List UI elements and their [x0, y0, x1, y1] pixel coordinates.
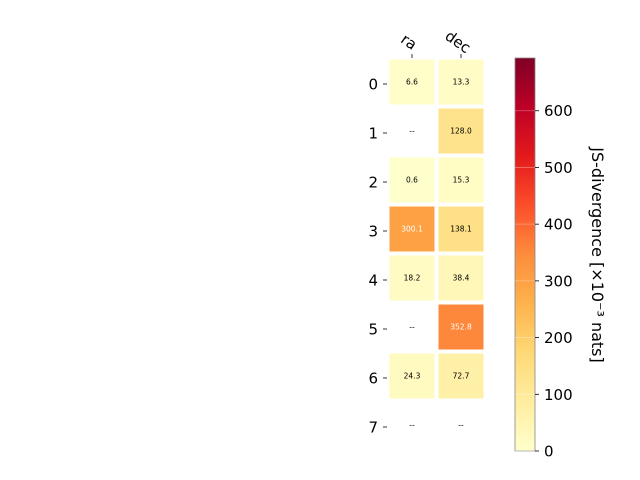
colorbar-tick-label: 500	[544, 159, 573, 177]
heatmap-cell	[389, 59, 435, 105]
column-axis: ra dec	[397, 27, 474, 58]
row-label: 3	[368, 223, 378, 241]
heatmap-cell	[438, 108, 484, 154]
colorbar-tick-label: 200	[544, 329, 573, 347]
cell-value-label: 352.8	[450, 323, 472, 332]
colorbar-tick-label: 100	[544, 386, 573, 404]
cell-value-label: 300.1	[401, 225, 423, 234]
cell-value-label: 138.1	[450, 225, 472, 234]
colorbar-tick-label: 0	[544, 443, 554, 461]
cell-value-label: --	[409, 421, 415, 430]
cell-value-label: 24.3	[404, 372, 421, 381]
heatmap-cell	[389, 157, 435, 203]
heatmap-cells: 6.6 13.3 -- 128.0 0.6 15.3 300.1 138.1 18.2 38.4 -…	[389, 59, 484, 430]
heatmap-cell	[438, 59, 484, 105]
colorbar-tick-label: 300	[544, 272, 573, 290]
cell-value-label: 72.7	[453, 372, 470, 381]
colorbar: 0 100 200 300 400 500 600 JS-divergence [×10⁻³…	[514, 57, 607, 461]
heatmap-cell	[438, 255, 484, 301]
colorbar-tick-label: 600	[544, 102, 573, 120]
column-label: dec	[442, 27, 474, 57]
heatmap-cell	[389, 206, 435, 252]
cell-value-label: --	[458, 421, 464, 430]
colorbar-ticks: 0 100 200 300 400 500 600	[515, 102, 573, 461]
column-label: ra	[397, 30, 420, 54]
cell-value-label: 128.0	[450, 127, 472, 136]
row-axis: 0 1 2 3 4 5 6 7	[368, 76, 387, 437]
cell-value-label: 18.2	[404, 274, 421, 283]
colorbar-gradient	[514, 57, 536, 452]
cell-value-label: --	[409, 323, 415, 332]
row-label: 1	[368, 125, 378, 143]
heatmap-cell	[438, 157, 484, 203]
colorbar-label: JS-divergence [×10⁻³ nats]	[588, 146, 607, 362]
cell-value-label: --	[409, 127, 415, 136]
row-label: 0	[368, 76, 378, 94]
heatmap-cell	[438, 353, 484, 399]
cell-value-label: 15.3	[453, 176, 470, 185]
row-label: 4	[368, 272, 378, 290]
heatmap-cell	[438, 206, 484, 252]
heatmap-cell	[389, 255, 435, 301]
cell-value-label: 6.6	[406, 78, 418, 87]
row-label: 2	[368, 174, 378, 192]
row-label: 7	[368, 419, 378, 437]
row-label: 5	[368, 321, 378, 339]
heatmap-cell	[438, 304, 484, 350]
cell-value-label: 38.4	[453, 274, 470, 283]
row-label: 6	[368, 370, 378, 388]
heatmap-cell	[389, 353, 435, 399]
colorbar-tick-label: 400	[544, 216, 573, 234]
cell-value-label: 13.3	[453, 78, 470, 87]
cell-value-label: 0.6	[406, 176, 418, 185]
